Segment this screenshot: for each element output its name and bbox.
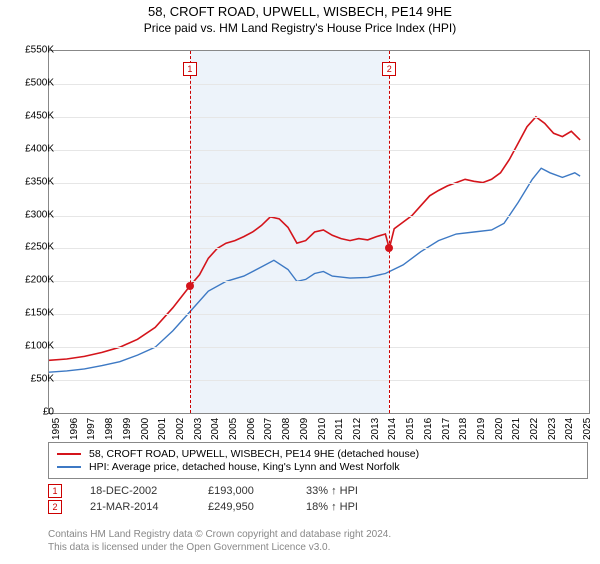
series-hpi [49, 168, 580, 372]
x-axis-label: 2024 [564, 418, 575, 440]
chart-title: 58, CROFT ROAD, UPWELL, WISBECH, PE14 9H… [0, 4, 600, 19]
marker-box-2: 2 [382, 62, 396, 76]
x-axis-label: 2013 [370, 418, 381, 440]
x-axis-label: 2012 [352, 418, 363, 440]
y-axis-label: £450K [10, 110, 54, 121]
x-axis-label: 2008 [281, 418, 292, 440]
y-axis-label: £0 [10, 407, 54, 418]
marker-dot-1 [186, 282, 194, 290]
x-axis-label: 2001 [157, 418, 168, 440]
footer-line-1: Contains HM Land Registry data © Crown c… [48, 528, 391, 541]
marker-box-1: 1 [183, 62, 197, 76]
transaction-num-box: 1 [48, 484, 62, 498]
legend-label: HPI: Average price, detached house, King… [89, 461, 400, 473]
x-axis-label: 1995 [51, 418, 62, 440]
x-axis-label: 2003 [193, 418, 204, 440]
x-axis-label: 2020 [494, 418, 505, 440]
transaction-pct: 18% ↑ HPI [306, 501, 376, 513]
transaction-date: 18-DEC-2002 [90, 485, 180, 497]
chart-subtitle: Price paid vs. HM Land Registry's House … [0, 21, 600, 35]
y-axis-label: £100K [10, 341, 54, 352]
x-axis-label: 2015 [405, 418, 416, 440]
x-axis-label: 2014 [387, 418, 398, 440]
gridline-h [49, 84, 589, 85]
x-axis-label: 2004 [210, 418, 221, 440]
chart-svg [49, 51, 589, 413]
legend-item: 58, CROFT ROAD, UPWELL, WISBECH, PE14 9H… [57, 448, 579, 460]
x-axis-label: 2021 [511, 418, 522, 440]
legend-swatch [57, 453, 81, 455]
x-axis-label: 1999 [122, 418, 133, 440]
footer-line-2: This data is licensed under the Open Gov… [48, 541, 391, 554]
marker-line-2 [389, 51, 390, 413]
x-axis-label: 1997 [86, 418, 97, 440]
transaction-row: 2 21-MAR-2014 £249,950 18% ↑ HPI [48, 500, 376, 514]
legend-box: 58, CROFT ROAD, UPWELL, WISBECH, PE14 9H… [48, 442, 588, 479]
gridline-h [49, 183, 589, 184]
x-axis-label: 1996 [69, 418, 80, 440]
x-axis-label: 2006 [246, 418, 257, 440]
y-axis-label: £200K [10, 275, 54, 286]
gridline-h [49, 380, 589, 381]
gridline-h [49, 150, 589, 151]
x-axis-label: 2002 [175, 418, 186, 440]
footer-attribution: Contains HM Land Registry data © Crown c… [48, 528, 391, 554]
x-axis-label: 2005 [228, 418, 239, 440]
y-axis-label: £300K [10, 209, 54, 220]
x-axis-label: 1998 [104, 418, 115, 440]
transaction-pct: 33% ↑ HPI [306, 485, 376, 497]
y-axis-label: £150K [10, 308, 54, 319]
chart-plot-area [48, 50, 590, 414]
transaction-num-box: 2 [48, 500, 62, 514]
y-axis-label: £550K [10, 45, 54, 56]
legend-label: 58, CROFT ROAD, UPWELL, WISBECH, PE14 9H… [89, 448, 419, 460]
transaction-row: 1 18-DEC-2002 £193,000 33% ↑ HPI [48, 484, 376, 498]
transaction-price: £249,950 [208, 501, 278, 513]
y-axis-label: £250K [10, 242, 54, 253]
gridline-h [49, 248, 589, 249]
series-property [49, 117, 580, 360]
x-axis-label: 2000 [140, 418, 151, 440]
x-axis-label: 2010 [317, 418, 328, 440]
y-axis-label: £400K [10, 143, 54, 154]
gridline-h [49, 281, 589, 282]
x-axis-label: 2018 [458, 418, 469, 440]
marker-line-1 [190, 51, 191, 413]
transaction-price: £193,000 [208, 485, 278, 497]
x-axis-label: 2011 [334, 418, 345, 440]
x-axis-label: 2016 [423, 418, 434, 440]
gridline-h [49, 314, 589, 315]
transaction-table: 1 18-DEC-2002 £193,000 33% ↑ HPI 2 21-MAR-201… [48, 482, 376, 516]
gridline-h [49, 347, 589, 348]
x-axis-label: 2017 [441, 418, 452, 440]
x-axis-label: 2025 [582, 418, 593, 440]
gridline-h [49, 216, 589, 217]
y-axis-label: £500K [10, 77, 54, 88]
y-axis-label: £50K [10, 374, 54, 385]
x-axis-label: 2019 [476, 418, 487, 440]
x-axis-label: 2023 [547, 418, 558, 440]
legend-swatch [57, 466, 81, 468]
legend-item: HPI: Average price, detached house, King… [57, 461, 579, 473]
x-axis-label: 2022 [529, 418, 540, 440]
x-axis-label: 2007 [263, 418, 274, 440]
marker-dot-2 [385, 244, 393, 252]
x-axis-label: 2009 [299, 418, 310, 440]
gridline-h [49, 117, 589, 118]
transaction-date: 21-MAR-2014 [90, 501, 180, 513]
y-axis-label: £350K [10, 176, 54, 187]
